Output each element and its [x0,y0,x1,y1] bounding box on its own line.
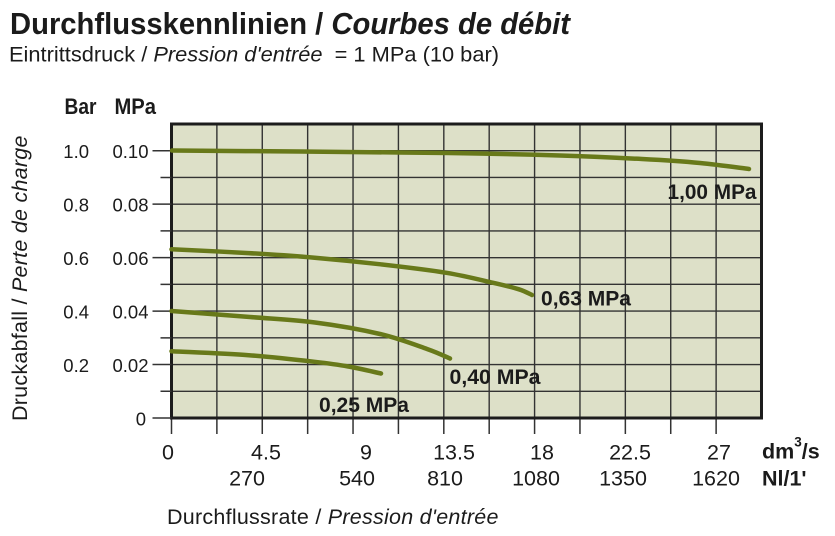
svg-text:Durchflusskennlinien / Courbes: Durchflusskennlinien / Courbes de débit [10,6,572,41]
svg-text:1,00 MPa: 1,00 MPa [668,180,758,204]
svg-text:0.10: 0.10 [112,141,148,162]
svg-text:4.5: 4.5 [251,440,281,464]
svg-text:0.8: 0.8 [63,195,89,216]
svg-text:0: 0 [162,440,174,464]
svg-text:0,63 MPa: 0,63 MPa [541,287,632,311]
svg-text:13.5: 13.5 [433,440,475,464]
svg-text:0.2: 0.2 [63,355,89,376]
svg-text:22.5: 22.5 [609,440,651,464]
svg-text:0: 0 [136,409,146,430]
svg-text:Durchflussrate / Pression d'en: Durchflussrate / Pression d'entrée [167,505,499,529]
svg-text:1080: 1080 [512,466,560,490]
svg-text:810: 810 [427,466,463,490]
svg-text:270: 270 [229,466,265,490]
svg-text:540: 540 [339,466,375,490]
svg-text:0,25 MPa: 0,25 MPa [319,393,410,417]
svg-text:0.02: 0.02 [112,355,148,376]
svg-text:27: 27 [707,440,731,464]
svg-text:1350: 1350 [599,466,647,490]
svg-text:Eintrittsdruck / Pression d'en: Eintrittsdruck / Pression d'entrée = 1 M… [9,44,499,67]
svg-text:dm3/s: dm3/s [762,435,820,464]
svg-text:0.08: 0.08 [112,195,148,216]
svg-text:18: 18 [530,440,554,464]
svg-text:1.0: 1.0 [63,141,89,162]
svg-text:MPa: MPa [115,94,157,119]
svg-text:9: 9 [360,440,372,464]
svg-text:0.6: 0.6 [63,248,89,269]
svg-text:Druckabfall / Perte de charge: Druckabfall / Perte de charge [8,135,32,421]
svg-text:1620: 1620 [692,466,740,490]
svg-text:0.4: 0.4 [63,302,89,323]
svg-text:0,40 MPa: 0,40 MPa [450,365,542,389]
svg-text:0.04: 0.04 [112,302,148,323]
svg-text:Bar: Bar [65,94,97,119]
svg-text:Nl/1': Nl/1' [762,466,807,490]
svg-text:0.06: 0.06 [112,248,148,269]
